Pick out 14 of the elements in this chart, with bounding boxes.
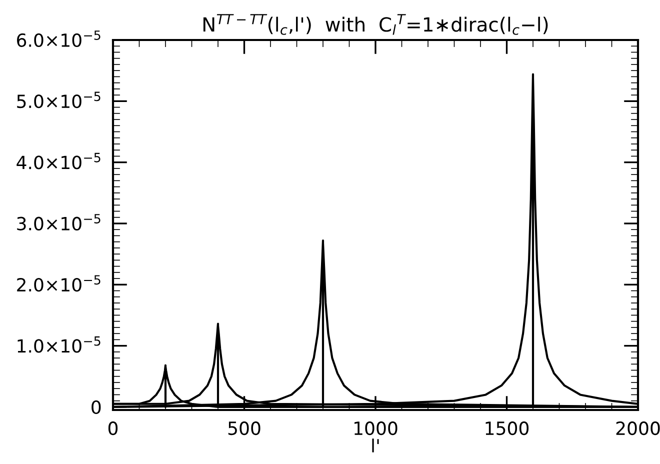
- x-tick-label: 1500: [486, 421, 529, 436]
- x-tick-label: 1000: [354, 421, 398, 436]
- x-tick-label: 0: [108, 421, 118, 436]
- y-tick-label: 4.0×10$^{−5}$: [16, 152, 100, 170]
- y-tick-label: 2.0×10$^{−5}$: [17, 275, 100, 292]
- y-tick-label: 5.0×10$^{−5}$: [17, 92, 100, 108]
- chart-title: N$^{TT−TT}$(l$_{c}$,l') with C$_{l}$$^{T}$=1∗dirac(l$_{c}$−l): [203, 14, 548, 35]
- y-tick-label: 3.0×10$^{−5}$: [17, 214, 100, 230]
- x-tick-label: 2000: [616, 421, 660, 436]
- x-tick-label: 500: [228, 421, 260, 436]
- y-tick-label: 0: [92, 400, 101, 414]
- x-axis-title: l': [372, 438, 379, 452]
- y-tick-label: 6.0×10$^{−5}$: [17, 30, 100, 47]
- y-tick-label: 1.0×10$^{−5}$: [18, 336, 100, 353]
